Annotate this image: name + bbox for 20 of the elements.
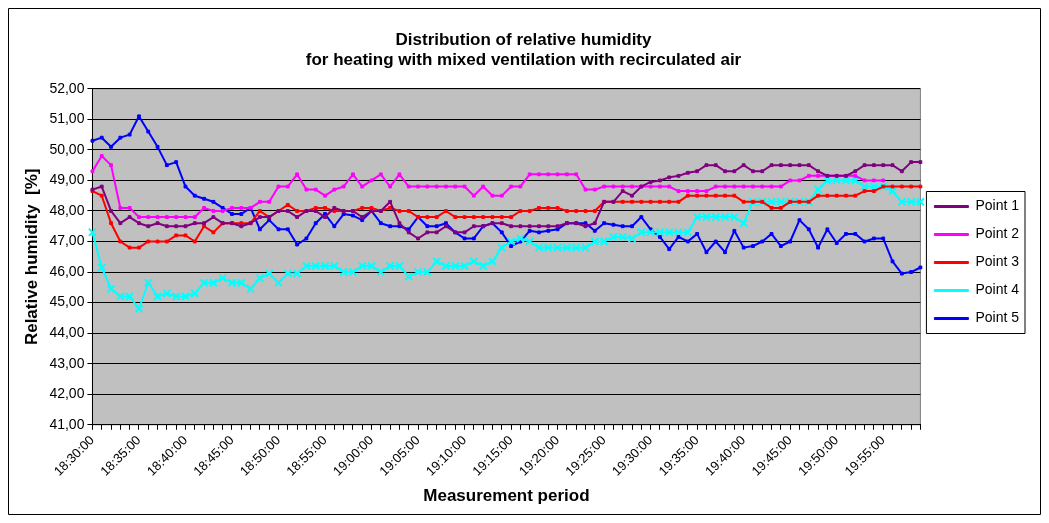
legend-label: Point 1 bbox=[975, 197, 1020, 214]
y-tick-label: 41,00 bbox=[49, 415, 85, 432]
legend-label: Point 2 bbox=[975, 225, 1020, 242]
y-tick-label: 52,00 bbox=[49, 79, 85, 96]
y-tick-label: 49,00 bbox=[49, 171, 85, 188]
y-tick-label: 44,00 bbox=[49, 324, 85, 341]
legend-label: Point 3 bbox=[975, 253, 1020, 270]
legend-label: Point 4 bbox=[975, 281, 1020, 298]
y-tick-label: 48,00 bbox=[49, 201, 85, 218]
y-tick-label: 43,00 bbox=[49, 354, 85, 371]
y-tick-label: 46,00 bbox=[49, 262, 85, 279]
y-axis-title: Relative humidity [%] bbox=[21, 168, 41, 346]
y-tick-label: 50,00 bbox=[49, 140, 85, 157]
y-tick-label: 45,00 bbox=[49, 293, 85, 310]
y-tick-label: 47,00 bbox=[49, 232, 85, 249]
chart-title: Distribution of relative humidity for heating with mixed ventilation with recirculated air bbox=[305, 29, 742, 70]
y-tick-label: 51,00 bbox=[49, 110, 85, 127]
y-tick-label: 42,00 bbox=[49, 385, 85, 402]
x-axis-title: Measurement period bbox=[423, 486, 590, 506]
legend-label: Point 5 bbox=[975, 309, 1020, 326]
